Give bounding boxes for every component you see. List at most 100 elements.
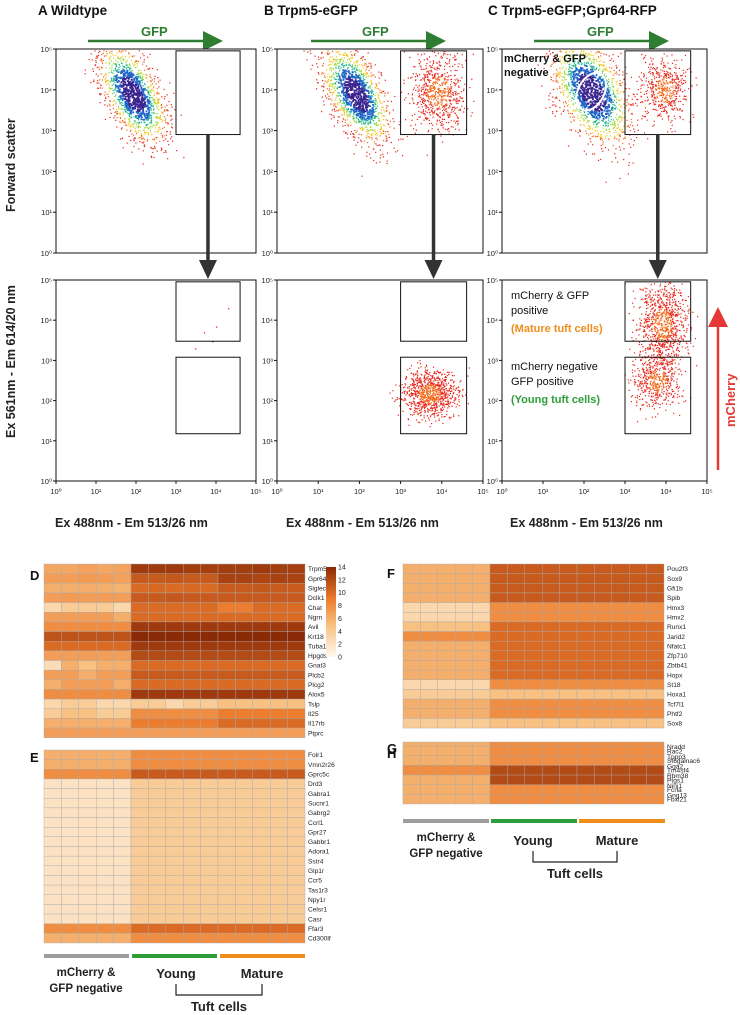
event-dot [144,69,146,71]
event-dot [169,131,171,133]
event-dot [447,115,449,117]
event-dot [607,149,610,151]
event-dot [121,99,124,102]
event-dot [339,53,341,55]
event-dot [584,71,586,74]
event-dot [594,94,597,96]
event-dot [613,69,615,72]
event-dot [347,87,349,90]
event-dot [660,69,662,71]
event-dot [592,74,594,77]
event-dot [432,94,434,96]
event-dot [180,114,182,116]
event-dot [655,80,658,83]
event-dot [384,131,386,133]
event-dot [420,87,423,89]
event-dot [637,98,639,100]
event-dot [597,107,599,109]
event-dot [623,78,625,80]
event-dot [364,123,366,125]
event-dot [410,125,412,127]
event-dot [660,115,662,117]
event-dot [356,108,359,111]
event-dot [632,104,634,106]
event-dot [106,53,108,55]
event-dot [120,62,123,64]
x-tick-label: 10⁰ [271,487,282,496]
event-dot [147,108,150,110]
event-dot [400,138,402,140]
event-dot [435,91,437,93]
event-dot [350,133,352,135]
event-dot [443,105,445,107]
event-dot [341,108,343,110]
event-dot [358,89,361,91]
event-dot [425,92,427,94]
event-dot [117,80,120,83]
event-dot [84,73,86,75]
event-dot [357,83,360,85]
event-dot [658,76,660,79]
event-dot [573,94,575,96]
event-dot [559,99,561,101]
event-dot [158,109,160,111]
event-dot [117,56,119,58]
event-dot [371,109,374,112]
event-dot [154,80,156,83]
event-dot [119,85,122,88]
event-dot [425,107,427,109]
event-dot [432,95,434,97]
event-dot [597,93,600,95]
event-dot [596,109,599,112]
event-dot [375,124,377,126]
event-dot [132,90,135,93]
event-dot [555,58,557,60]
event-dot [309,50,311,52]
event-dot [344,106,346,108]
event-dot [432,108,434,110]
event-dot [583,55,585,57]
event-dot [326,97,328,99]
event-dot [171,127,173,129]
event-dot [460,91,462,93]
event-dot [367,65,370,67]
event-dot [136,105,139,108]
event-dot [666,86,668,88]
event-dot [332,92,334,94]
event-dot [375,151,377,153]
event-dot [142,76,144,78]
event-dot [598,51,600,53]
event-dot [416,75,418,77]
event-dot [112,54,114,56]
event-dot [379,161,381,163]
event-dot [348,103,350,106]
event-dot [571,75,574,78]
event-dot [111,88,113,90]
event-dot [378,77,380,79]
event-dot [360,100,363,103]
event-dot [623,138,625,140]
xlabel-a: Ex 488nm - Em 513/26 nm [55,516,208,530]
event-dot [671,100,673,102]
event-dot [365,76,367,78]
event-dot [154,127,156,129]
event-dot [654,68,656,70]
event-dot [661,59,664,61]
event-dot [318,73,320,75]
event-dot [660,100,662,102]
event-dot [367,92,370,94]
event-dot [373,105,375,107]
event-dot [101,62,104,64]
event-dot [431,109,433,111]
event-dot [579,61,581,63]
event-dot [136,98,139,100]
event-dot [342,53,344,55]
event-dot [594,91,597,93]
event-dot [600,75,602,77]
event-dot [132,107,134,110]
event-dot [568,55,570,57]
event-dot [661,89,663,91]
event-dot [546,53,548,55]
event-dot [564,52,566,54]
event-dot [596,135,598,137]
